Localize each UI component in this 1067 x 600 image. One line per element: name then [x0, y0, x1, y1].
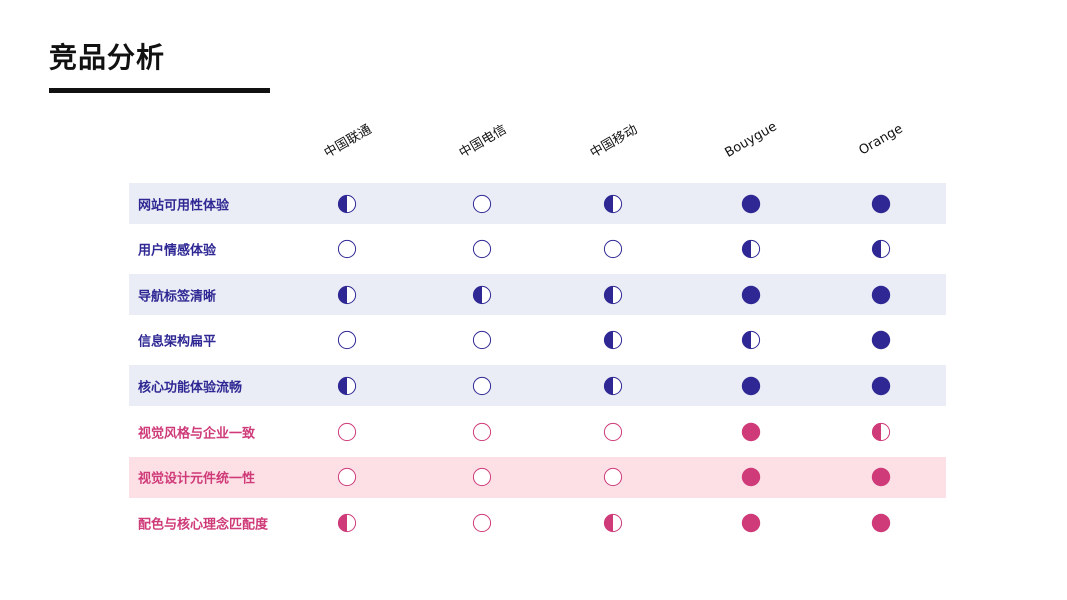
rating-dot-half: [741, 239, 761, 259]
rating-dot-full: [871, 467, 891, 487]
rating-dot-full: [871, 513, 891, 533]
rating-dot-empty: [472, 330, 492, 350]
rating-dot-empty: [337, 330, 357, 350]
row-label: 网站可用性体验: [138, 198, 230, 213]
table-row: 信息架构扁平: [129, 320, 946, 361]
rating-dot-empty: [603, 467, 623, 487]
rating-dot-full: [741, 376, 761, 396]
rating-dot-full: [871, 285, 891, 305]
table-row: 用户情感体验: [129, 229, 946, 270]
rating-dot-full: [741, 513, 761, 533]
rating-dot-full: [871, 376, 891, 396]
title-underline: [49, 88, 270, 93]
column-header: 中国电信: [456, 122, 510, 162]
rating-dot-half: [741, 330, 761, 350]
rating-dot-empty: [603, 422, 623, 442]
column-header: 中国联通: [321, 122, 375, 162]
table-row: 配色与核心理念匹配度: [129, 502, 946, 543]
rating-dot-empty: [472, 467, 492, 487]
rating-dot-full: [741, 285, 761, 305]
table-row: 网站可用性体验: [129, 183, 946, 224]
rating-dot-half: [337, 376, 357, 396]
rating-dot-half: [871, 239, 891, 259]
rating-dot-half: [337, 194, 357, 214]
rating-dot-half: [603, 513, 623, 533]
rating-dot-full: [741, 467, 761, 487]
page-title: 竞品分析: [49, 41, 166, 74]
rating-dot-empty: [472, 376, 492, 396]
rating-dot-half: [337, 285, 357, 305]
table-row: 核心功能体验流畅: [129, 365, 946, 407]
rating-dot-empty: [603, 239, 623, 259]
table-row: 视觉设计元件统一性: [129, 456, 946, 498]
rating-dot-full: [871, 330, 891, 350]
row-label: 导航标签清晰: [138, 289, 217, 305]
row-label: 信息架构扁平: [138, 334, 217, 350]
rating-dot-empty: [472, 513, 492, 533]
column-header: 中国移动: [587, 122, 641, 162]
rating-dot-half: [603, 330, 623, 350]
table-row: 导航标签清晰: [129, 274, 946, 316]
rating-dot-empty: [472, 239, 492, 259]
rating-dot-full: [741, 422, 761, 442]
rating-dot-half: [603, 376, 623, 396]
rating-dot-empty: [337, 422, 357, 442]
rating-dot-empty: [472, 194, 492, 214]
rating-dot-half: [603, 194, 623, 214]
rating-dot-full: [741, 194, 761, 214]
rating-dot-empty: [472, 422, 492, 442]
rating-dot-half: [603, 285, 623, 305]
rating-dot-half: [337, 513, 357, 533]
rating-dot-half: [472, 285, 492, 305]
row-label: 核心功能体验流畅: [138, 380, 243, 396]
rating-dot-empty: [337, 239, 357, 259]
table-row: 视觉风格与企业一致: [129, 411, 946, 452]
row-label: 视觉设计元件统一性: [138, 471, 256, 487]
row-label: 配色与核心理念匹配度: [138, 517, 269, 533]
column-header: Orange: [856, 121, 906, 159]
rating-dot-empty: [337, 467, 357, 487]
row-label: 视觉风格与企业一致: [138, 426, 256, 441]
column-header: Bouygue: [722, 119, 780, 161]
rating-dot-half: [871, 422, 891, 442]
row-label: 用户情感体验: [138, 243, 217, 259]
rating-dot-full: [871, 194, 891, 214]
